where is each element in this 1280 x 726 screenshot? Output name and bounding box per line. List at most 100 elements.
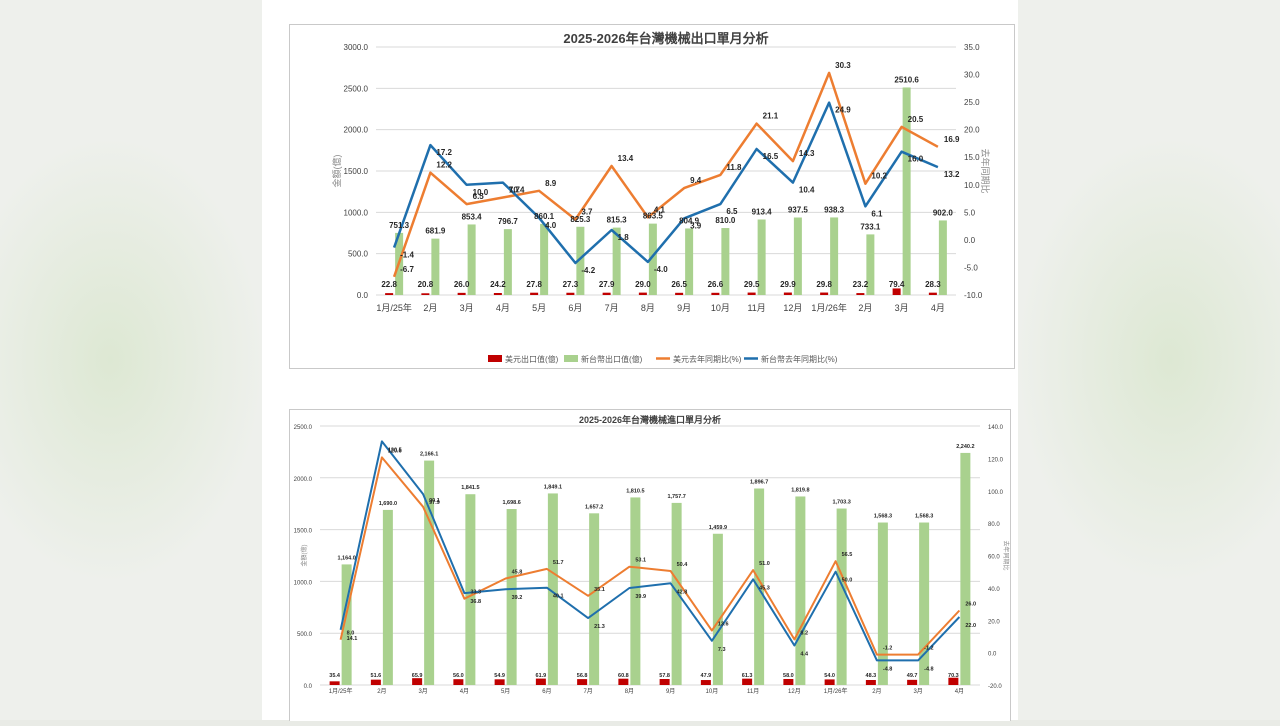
usd-bar bbox=[385, 293, 394, 295]
usd-bar-label: 51.6 bbox=[371, 673, 382, 679]
usd-bar-label: 70.3 bbox=[948, 673, 959, 679]
x-tick-label: 5月 bbox=[532, 303, 546, 313]
twd-yoy-label: 16.0 bbox=[908, 155, 924, 164]
twd-bar bbox=[685, 228, 694, 295]
usd-bar-label: 60.8 bbox=[618, 673, 629, 679]
usd-yoy-label: -6.7 bbox=[400, 265, 414, 274]
x-tick-label: 12月 bbox=[788, 688, 801, 695]
twd-bar bbox=[938, 220, 947, 295]
usd-bar bbox=[638, 292, 647, 295]
twd-bar bbox=[712, 533, 723, 685]
usd-bar-label: 27.9 bbox=[599, 280, 615, 289]
twd-bar bbox=[503, 229, 512, 295]
x-tick-label: 5月 bbox=[501, 688, 510, 695]
x-tick-label: 2月 bbox=[858, 303, 872, 313]
y2-tick-label: 100.0 bbox=[988, 490, 1004, 496]
twd-yoy-label: -4.0 bbox=[654, 265, 668, 274]
twd-yoy-label: 10.0 bbox=[473, 188, 489, 197]
x-tick-label: 10月 bbox=[711, 303, 730, 313]
twd-yoy-label: 130.5 bbox=[388, 447, 402, 453]
twd-bar bbox=[467, 224, 476, 295]
y2-tick-label: 30.0 bbox=[964, 71, 980, 80]
y2-tick-label: -10.0 bbox=[964, 291, 983, 300]
usd-bar bbox=[820, 292, 829, 295]
usd-yoy-label: 20.5 bbox=[908, 115, 924, 124]
y2-tick-label: 120.0 bbox=[988, 457, 1004, 463]
y-tick-label: 0.0 bbox=[304, 684, 313, 690]
twd-bar bbox=[540, 223, 549, 295]
twd-bar-label: 825.3 bbox=[570, 215, 591, 224]
usd-yoy-label: 51.7 bbox=[553, 560, 564, 566]
twd-yoy-line bbox=[392, 101, 939, 265]
usd-bar-label: 65.9 bbox=[412, 673, 423, 679]
twd-bar bbox=[431, 238, 440, 295]
twd-bar bbox=[795, 496, 806, 685]
y-tick-label: 3000.0 bbox=[344, 43, 369, 52]
usd-bar bbox=[602, 292, 611, 295]
usd-bar bbox=[865, 679, 876, 685]
usd-bar bbox=[948, 677, 959, 685]
usd-yoy-label: 50.4 bbox=[677, 562, 689, 568]
usd-yoy-label: 3.7 bbox=[581, 207, 593, 216]
usd-yoy-line bbox=[339, 456, 961, 656]
legend-swatch bbox=[488, 355, 502, 362]
twd-bar bbox=[648, 223, 657, 295]
twd-bar bbox=[721, 228, 730, 295]
usd-bar bbox=[535, 678, 546, 685]
usd-yoy-label: 8.0 bbox=[347, 631, 355, 637]
usd-yoy-label: 56.5 bbox=[842, 552, 853, 558]
twd-bar-label: 815.3 bbox=[607, 216, 628, 225]
usd-yoy-label: 4.1 bbox=[654, 205, 666, 214]
usd-bar-label: 35.4 bbox=[329, 673, 341, 679]
chart-title: 2025-2026年台灣機械進口單月分析 bbox=[579, 414, 721, 425]
usd-bar bbox=[675, 292, 684, 295]
usd-yoy-label: 9.4 bbox=[690, 176, 702, 185]
usd-yoy-label: 45.8 bbox=[512, 569, 523, 575]
twd-yoy-label: 36.8 bbox=[470, 599, 481, 605]
x-tick-label: 4月 bbox=[460, 688, 469, 695]
twd-bar-label: 913.4 bbox=[752, 207, 773, 216]
x-tick-label: 1月/26年 bbox=[811, 302, 847, 313]
twd-yoy-label: -4.8 bbox=[883, 666, 892, 672]
usd-yoy-label: 30.3 bbox=[835, 61, 851, 70]
twd-bar bbox=[757, 219, 766, 295]
usd-bar-label: 47.9 bbox=[701, 673, 712, 679]
usd-yoy-label: 120.6 bbox=[388, 448, 402, 454]
usd-bar bbox=[370, 679, 381, 685]
twd-yoy-label: 4.0 bbox=[545, 221, 557, 230]
twd-bar-label: 863.5 bbox=[643, 212, 664, 221]
twd-bar-label: 1,698.6 bbox=[502, 500, 520, 506]
twd-bar-label: 1,810.5 bbox=[626, 488, 644, 494]
x-tick-label: 6月 bbox=[542, 688, 551, 695]
usd-yoy-label: 35.1 bbox=[594, 587, 605, 593]
y2-tick-label: 140.0 bbox=[988, 425, 1004, 431]
twd-yoy-line bbox=[339, 440, 961, 662]
twd-bar-label: 860.1 bbox=[534, 212, 555, 221]
usd-bar-label: 48.3 bbox=[866, 673, 877, 679]
twd-bar-label: 1,703.3 bbox=[832, 500, 850, 506]
twd-yoy-label: 24.9 bbox=[835, 106, 851, 115]
usd-yoy-label: -1.2 bbox=[883, 646, 892, 652]
y-tick-label: 1000.0 bbox=[344, 208, 369, 217]
usd-yoy-label: 33.3 bbox=[470, 590, 481, 596]
y2-tick-label: 35.0 bbox=[964, 43, 980, 52]
y-tick-label: 0.0 bbox=[357, 291, 369, 300]
twd-bar bbox=[576, 226, 585, 295]
usd-bar bbox=[892, 288, 901, 295]
y2-tick-label: 40.0 bbox=[988, 587, 1000, 593]
y2-tick-label: -5.0 bbox=[964, 263, 978, 272]
legend-label: 新台幣出口值(億) bbox=[581, 354, 643, 364]
twd-yoy-label: 42.8 bbox=[677, 589, 688, 595]
twd-yoy-label: 10.4 bbox=[799, 186, 815, 195]
usd-bar-label: 23.2 bbox=[853, 280, 869, 289]
usd-bar bbox=[493, 292, 502, 295]
twd-bar-label: 1,841.5 bbox=[461, 485, 479, 491]
usd-yoy-label: 26.0 bbox=[965, 602, 976, 608]
usd-bar-label: 29.8 bbox=[816, 280, 832, 289]
twd-yoy-label: 6.5 bbox=[726, 207, 738, 216]
usd-bar bbox=[421, 293, 430, 295]
twd-yoy-label: 1.8 bbox=[618, 233, 630, 242]
twd-bar-label: 1,568.3 bbox=[915, 514, 933, 520]
twd-bar-label: 1,459.9 bbox=[709, 525, 727, 531]
y-tick-label: 2500.0 bbox=[294, 425, 313, 431]
